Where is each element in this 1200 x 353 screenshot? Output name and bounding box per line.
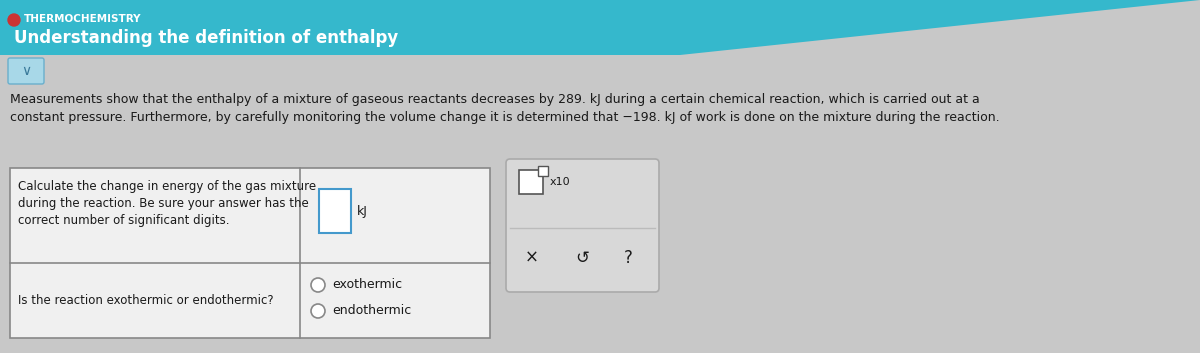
Text: THERMOCHEMISTRY: THERMOCHEMISTRY	[24, 14, 142, 24]
Text: x10: x10	[550, 177, 571, 187]
Text: kJ: kJ	[358, 204, 368, 217]
Circle shape	[311, 304, 325, 318]
Text: ∨: ∨	[20, 64, 31, 78]
FancyBboxPatch shape	[10, 168, 490, 338]
Text: Calculate the change in energy of the gas mixture
during the reaction. Be sure y: Calculate the change in energy of the ga…	[18, 180, 316, 227]
Polygon shape	[0, 0, 1200, 55]
FancyBboxPatch shape	[8, 58, 44, 84]
Text: Is the reaction exothermic or endothermic?: Is the reaction exothermic or endothermi…	[18, 294, 274, 307]
Text: endothermic: endothermic	[332, 305, 412, 317]
Text: ↺: ↺	[575, 249, 589, 267]
Circle shape	[8, 14, 20, 26]
Text: ×: ×	[526, 249, 539, 267]
Text: ?: ?	[624, 249, 632, 267]
Circle shape	[311, 278, 325, 292]
FancyBboxPatch shape	[538, 166, 547, 175]
FancyBboxPatch shape	[319, 189, 352, 233]
Text: Measurements show that the enthalpy of a mixture of gaseous reactants decreases : Measurements show that the enthalpy of a…	[10, 93, 979, 106]
FancyBboxPatch shape	[520, 170, 542, 194]
Text: Understanding the definition of enthalpy: Understanding the definition of enthalpy	[14, 29, 398, 47]
FancyBboxPatch shape	[506, 159, 659, 292]
Text: constant pressure. Furthermore, by carefully monitoring the volume change it is : constant pressure. Furthermore, by caref…	[10, 111, 1000, 124]
Text: exothermic: exothermic	[332, 279, 402, 292]
